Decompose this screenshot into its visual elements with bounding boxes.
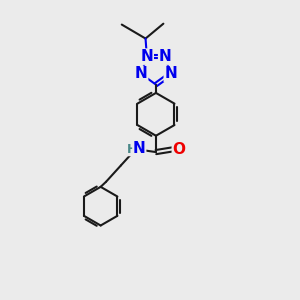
Text: N: N [164,66,177,81]
Text: N: N [133,141,146,156]
Text: H: H [127,142,137,156]
Text: N: N [135,66,148,81]
Text: N: N [140,49,153,64]
Text: N: N [159,49,171,64]
Text: O: O [172,142,185,157]
